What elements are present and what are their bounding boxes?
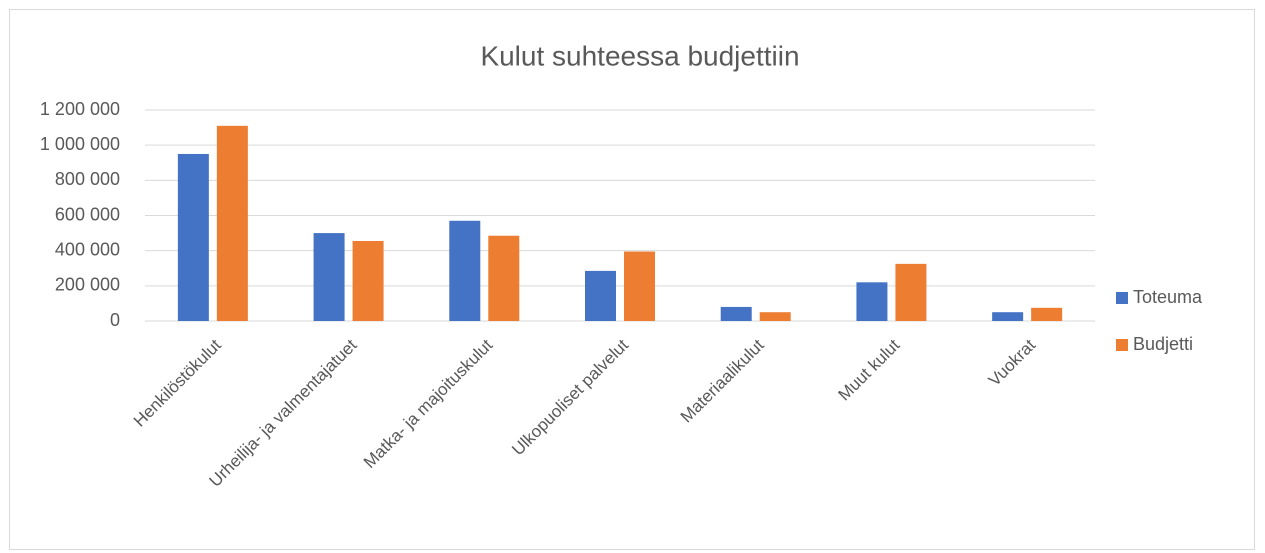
y-tick-label: 800 000 — [55, 169, 120, 189]
y-tick-label: 200 000 — [55, 275, 120, 295]
bar — [216, 125, 248, 321]
bar — [449, 220, 481, 321]
legend-label: Budjetti — [1133, 334, 1193, 354]
y-tick-label: 1 000 000 — [40, 134, 120, 154]
bar — [624, 251, 655, 321]
legend-label: Toteuma — [1133, 287, 1203, 307]
y-tick-label: 1 200 000 — [40, 99, 120, 119]
bar — [313, 233, 345, 321]
bar — [352, 240, 384, 321]
legend-swatch — [1116, 292, 1128, 304]
y-tick-label: 0 — [110, 310, 120, 330]
legend-swatch — [1116, 339, 1128, 351]
bar — [992, 312, 1024, 321]
y-tick-label: 400 000 — [55, 239, 120, 259]
bar — [856, 282, 888, 321]
bar — [720, 306, 752, 321]
bar — [488, 235, 520, 321]
bar — [895, 263, 927, 321]
bar — [585, 270, 616, 321]
bar — [759, 312, 791, 321]
bar — [177, 153, 209, 321]
y-tick-label: 600 000 — [55, 204, 120, 224]
bar — [1031, 307, 1063, 321]
chart-title: Kulut suhteessa budjettiin — [480, 40, 799, 71]
